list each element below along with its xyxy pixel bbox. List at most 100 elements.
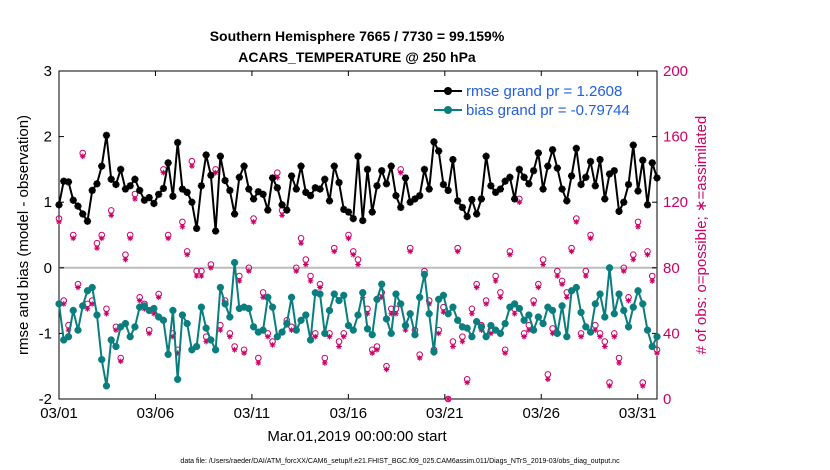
plot-area [58,70,658,400]
bias-point [344,321,353,330]
obs-assimilated-point [179,224,186,230]
rmse-point [140,196,149,204]
rmse-point [131,175,139,183]
obs-assimilated-point [601,343,608,350]
obs-assimilated-point [302,261,309,268]
rmse-point [245,185,253,193]
obs-assimilated-point [469,310,475,317]
bias-point [150,304,158,313]
obs-assimilated-point [75,284,81,291]
rmse-point [88,186,96,194]
bias-point [534,313,542,321]
bias-point [525,311,533,319]
rmse-point [473,210,481,218]
obs-assimilated-point [639,383,646,389]
rmse-point [420,165,429,173]
obs-assimilated-point [507,251,513,258]
bias-point [548,306,557,315]
rmse-point [60,177,68,185]
right-tick-label: 40 [663,325,680,342]
bias-point [164,350,172,359]
rmse-point [572,144,580,153]
obs-assimilated-point [198,273,205,279]
x-tick-label: 03/01 [40,405,78,422]
obs-assimilated-point [568,248,575,255]
rmse-point [539,185,547,193]
bias-point [586,328,595,336]
rmse-point [458,203,467,212]
rmse-point [534,149,542,157]
rmse-point [430,138,438,146]
legend-rmse-marker [444,87,452,95]
rmse-point [93,180,101,188]
obs-assimilated-point [464,379,470,386]
bias-point [349,326,357,334]
obs-assimilated-point [265,333,271,340]
bias-point [378,280,386,288]
bias-point [397,300,405,308]
bias-point [202,324,210,332]
rmse-point [268,174,277,182]
rmse-point [586,157,595,166]
obs-assimilated-point [293,268,300,274]
bias-point [88,283,96,292]
rmse-point [639,156,647,164]
rmse-point [482,152,490,160]
bias-point [221,300,229,308]
legend-bias-label: bias grand pr = -0.79744 [466,102,630,119]
obs-assimilated-point [189,163,195,169]
bias-point [482,333,490,341]
obs-assimilated-point [435,330,442,337]
obs-assimilated-point [117,358,124,365]
obs-assimilated-point [355,261,361,268]
obs-assimilated-point [203,338,209,345]
bias-point [126,333,134,341]
rmse-point [325,197,334,205]
bias-point [572,283,580,292]
rmse-point [155,190,163,198]
bias-point [363,325,372,333]
bias-point [216,283,225,292]
bias-point [449,303,457,311]
bias-point [444,310,452,318]
bias-point [98,355,106,364]
obs-assimilated-point [459,338,466,345]
right-tick-label: 160 [663,129,688,146]
bias-point [473,317,481,326]
rmse-point [278,201,286,209]
rmse-point [188,198,196,206]
obs-assimilated-point [606,383,613,389]
rmse-point [64,178,73,186]
obs-assimilated-point [511,310,518,317]
obs-assimilated-point [184,251,190,258]
right-axis-label: # of obs: o=possible; ∗=assimilated [693,116,710,355]
rmse-point [249,195,258,203]
bias-point [373,295,381,303]
rmse-point [548,146,557,154]
bias-point [653,333,661,341]
obs-assimilated-point [65,327,72,333]
bias-point [74,326,82,334]
bias-point [297,316,305,324]
bias-point [634,287,642,295]
obs-assimilated-point [241,350,247,356]
bias-point [192,342,201,351]
bias-point [226,313,234,321]
obs-assimilated-point [94,245,100,251]
bias-point [159,316,168,324]
rmse-point [178,185,186,193]
obs-assimilated-point [454,248,461,255]
left-tick-label: 1 [44,194,52,211]
bias-point [615,290,623,298]
rmse-point [55,201,63,209]
rmse-point [444,186,452,194]
obs-assimilated-point [155,294,162,301]
rmse-point [449,155,457,164]
bias-point [601,313,609,321]
rmse-point [283,206,291,214]
rmse-point [197,182,205,190]
bias-point [131,323,139,331]
bias-point [174,375,182,383]
rmse-point [254,188,262,196]
bias-point [454,316,462,324]
